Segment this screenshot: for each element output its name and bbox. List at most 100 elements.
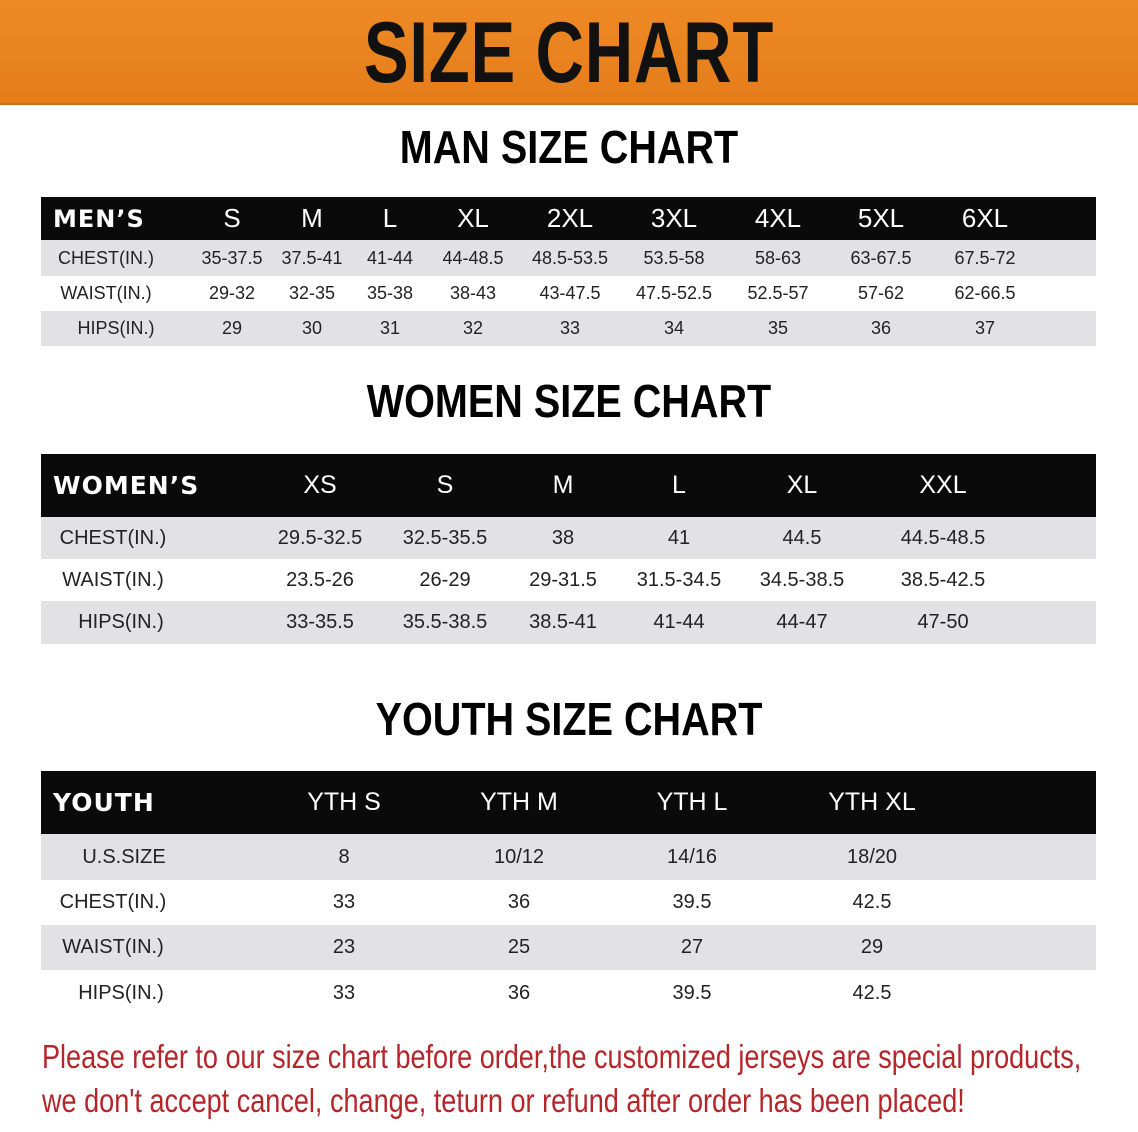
- table-cell: 30: [301, 318, 323, 338]
- table-cell: 33: [332, 891, 356, 913]
- size-header: YTH XL: [828, 788, 916, 816]
- table-cell: 38: [551, 526, 575, 549]
- table-cell: 29: [221, 318, 243, 338]
- size-header: S: [436, 471, 454, 499]
- women-size-table: WOMEN’S XS S M L XL XXL CHEST(IN.) 29.5-32.5 32.5…: [41, 454, 1096, 644]
- table-cell: 41: [667, 526, 691, 549]
- table-cell: 44.5: [782, 526, 822, 549]
- table-cell: 44-47: [776, 611, 828, 633]
- table-cell: 47.5-52.5: [635, 283, 713, 303]
- table-cell: 39.5: [672, 891, 712, 913]
- table-cell: 58-63: [754, 247, 802, 268]
- table-cell: 48.5-53.5: [531, 247, 609, 268]
- table-cell: 38-43: [449, 283, 497, 303]
- youth-size-table: YOUTH YTH S YTH M YTH L YTH XL U.S.SIZE 8 10/12…: [41, 771, 1096, 1016]
- table-cell: 67.5-72: [954, 247, 1016, 268]
- table-cell: 33: [559, 318, 581, 338]
- table-cell: 32-35: [288, 283, 336, 303]
- table-cell: 29-32: [208, 283, 256, 303]
- banner-title: SIZE CHART: [363, 5, 775, 101]
- size-header: YTH S: [307, 788, 381, 816]
- row-label: HIPS(IN.): [77, 318, 155, 338]
- table-cell: 43-47.5: [539, 283, 601, 303]
- table-cell: 27: [680, 936, 704, 958]
- table-cell: 63-67.5: [850, 247, 912, 268]
- table-cell: 39.5: [672, 981, 712, 1004]
- table-cell: 26-29: [419, 568, 471, 591]
- table-cell: 25: [507, 936, 531, 958]
- table-cell: 33: [332, 981, 356, 1004]
- table-cell: 41-44: [366, 247, 414, 268]
- table-cell: 31: [379, 318, 401, 338]
- size-header: S: [223, 203, 241, 233]
- size-header: L: [672, 471, 686, 499]
- youth-header-row: YOUTH YTH S YTH M YTH L YTH XL: [41, 771, 1096, 834]
- table-row: WAIST(IN.) 29-32 32-35 35-38 38-43 43-47.5 47.…: [41, 276, 1096, 311]
- size-header: 4XL: [754, 203, 802, 233]
- table-cell: 62-66.5: [954, 283, 1016, 303]
- table-cell: 36: [507, 891, 531, 913]
- table-cell: 29-31.5: [529, 568, 597, 591]
- size-header: M: [552, 471, 574, 499]
- table-cell: 41-44: [653, 611, 705, 633]
- table-row: CHEST(IN.) 35-37.5 37.5-41 41-44 44-48.5 48.5…: [41, 240, 1096, 276]
- size-header: XS: [303, 471, 337, 499]
- table-cell: 53.5-58: [643, 247, 705, 268]
- men-section-title: MAN SIZE CHART: [399, 121, 739, 173]
- table-cell: 44.5-48.5: [900, 526, 986, 549]
- size-header: YTH M: [480, 788, 558, 816]
- row-label: CHEST(IN.): [59, 526, 167, 549]
- note-line-2: we don't accept cancel, change, teturn o…: [42, 1082, 965, 1119]
- size-header: 2XL: [546, 203, 594, 233]
- size-header: XXL: [919, 471, 967, 499]
- table-cell: 52.5-57: [747, 283, 809, 303]
- table-cell: 32.5-35.5: [402, 526, 488, 549]
- men-header-label: MEN’S: [53, 204, 145, 233]
- table-cell: 33-35.5: [286, 611, 354, 633]
- table-cell: 42.5: [852, 981, 892, 1004]
- table-cell: 36: [507, 981, 531, 1004]
- size-header: M: [301, 203, 323, 233]
- women-section-title: WOMEN SIZE CHART: [366, 375, 772, 427]
- table-cell: 35.5-38.5: [402, 611, 488, 633]
- row-label: HIPS(IN.): [78, 981, 164, 1004]
- banner: SIZE CHART: [0, 0, 1138, 105]
- table-cell: 57-62: [857, 283, 905, 303]
- table-cell: 35-38: [366, 283, 414, 303]
- women-header-row: WOMEN’S XS S M L XL XXL: [41, 454, 1096, 517]
- size-header: XL: [457, 203, 489, 233]
- table-cell: 8: [338, 845, 350, 868]
- table-cell: 44-48.5: [442, 247, 504, 268]
- table-cell: 18/20: [846, 845, 898, 868]
- row-label: WAIST(IN.): [62, 936, 164, 958]
- table-cell: 35: [767, 318, 789, 338]
- table-cell: 34.5-38.5: [759, 568, 845, 591]
- table-cell: 37: [974, 318, 996, 338]
- table-row: U.S.SIZE 8 10/12 14/16 18/20: [41, 834, 1096, 880]
- table-row: CHEST(IN.) 29.5-32.5 32.5-35.5 38 41 44.5 44.5…: [41, 517, 1096, 559]
- table-cell: 34: [663, 318, 685, 338]
- table-cell: 38.5-41: [529, 611, 597, 633]
- table-cell: 38.5-42.5: [900, 568, 986, 591]
- table-row: HIPS(IN.) 29 30 31 32 33 34 35 36 37: [41, 311, 1096, 346]
- row-label: CHEST(IN.): [58, 247, 154, 268]
- table-row: HIPS(IN.) 33 36 39.5 42.5: [41, 970, 1096, 1016]
- table-cell: 23.5-26: [286, 568, 354, 591]
- size-header: 5XL: [857, 203, 905, 233]
- row-label: CHEST(IN.): [59, 891, 167, 913]
- table-cell: 23: [332, 936, 356, 958]
- size-header: 6XL: [961, 203, 1009, 233]
- table-row: WAIST(IN.) 23 25 27 29: [41, 925, 1096, 970]
- size-header: XL: [786, 471, 818, 499]
- table-cell: 42.5: [852, 891, 892, 913]
- table-cell: 31.5-34.5: [636, 568, 722, 591]
- row-label: WAIST(IN.): [60, 283, 152, 303]
- table-cell: 36: [870, 318, 892, 338]
- table-cell: 10/12: [493, 845, 545, 868]
- row-label: WAIST(IN.): [62, 568, 164, 591]
- table-cell: 29.5-32.5: [277, 526, 363, 549]
- table-cell: 32: [462, 318, 484, 338]
- size-header: 3XL: [650, 203, 698, 233]
- table-row: HIPS(IN.) 33-35.5 35.5-38.5 38.5-41 41-44 44-…: [41, 601, 1096, 644]
- men-size-table: MEN’S S M L XL 2XL 3XL 4XL 5XL 6XL CHEST(IN.) 35-37…: [41, 197, 1096, 346]
